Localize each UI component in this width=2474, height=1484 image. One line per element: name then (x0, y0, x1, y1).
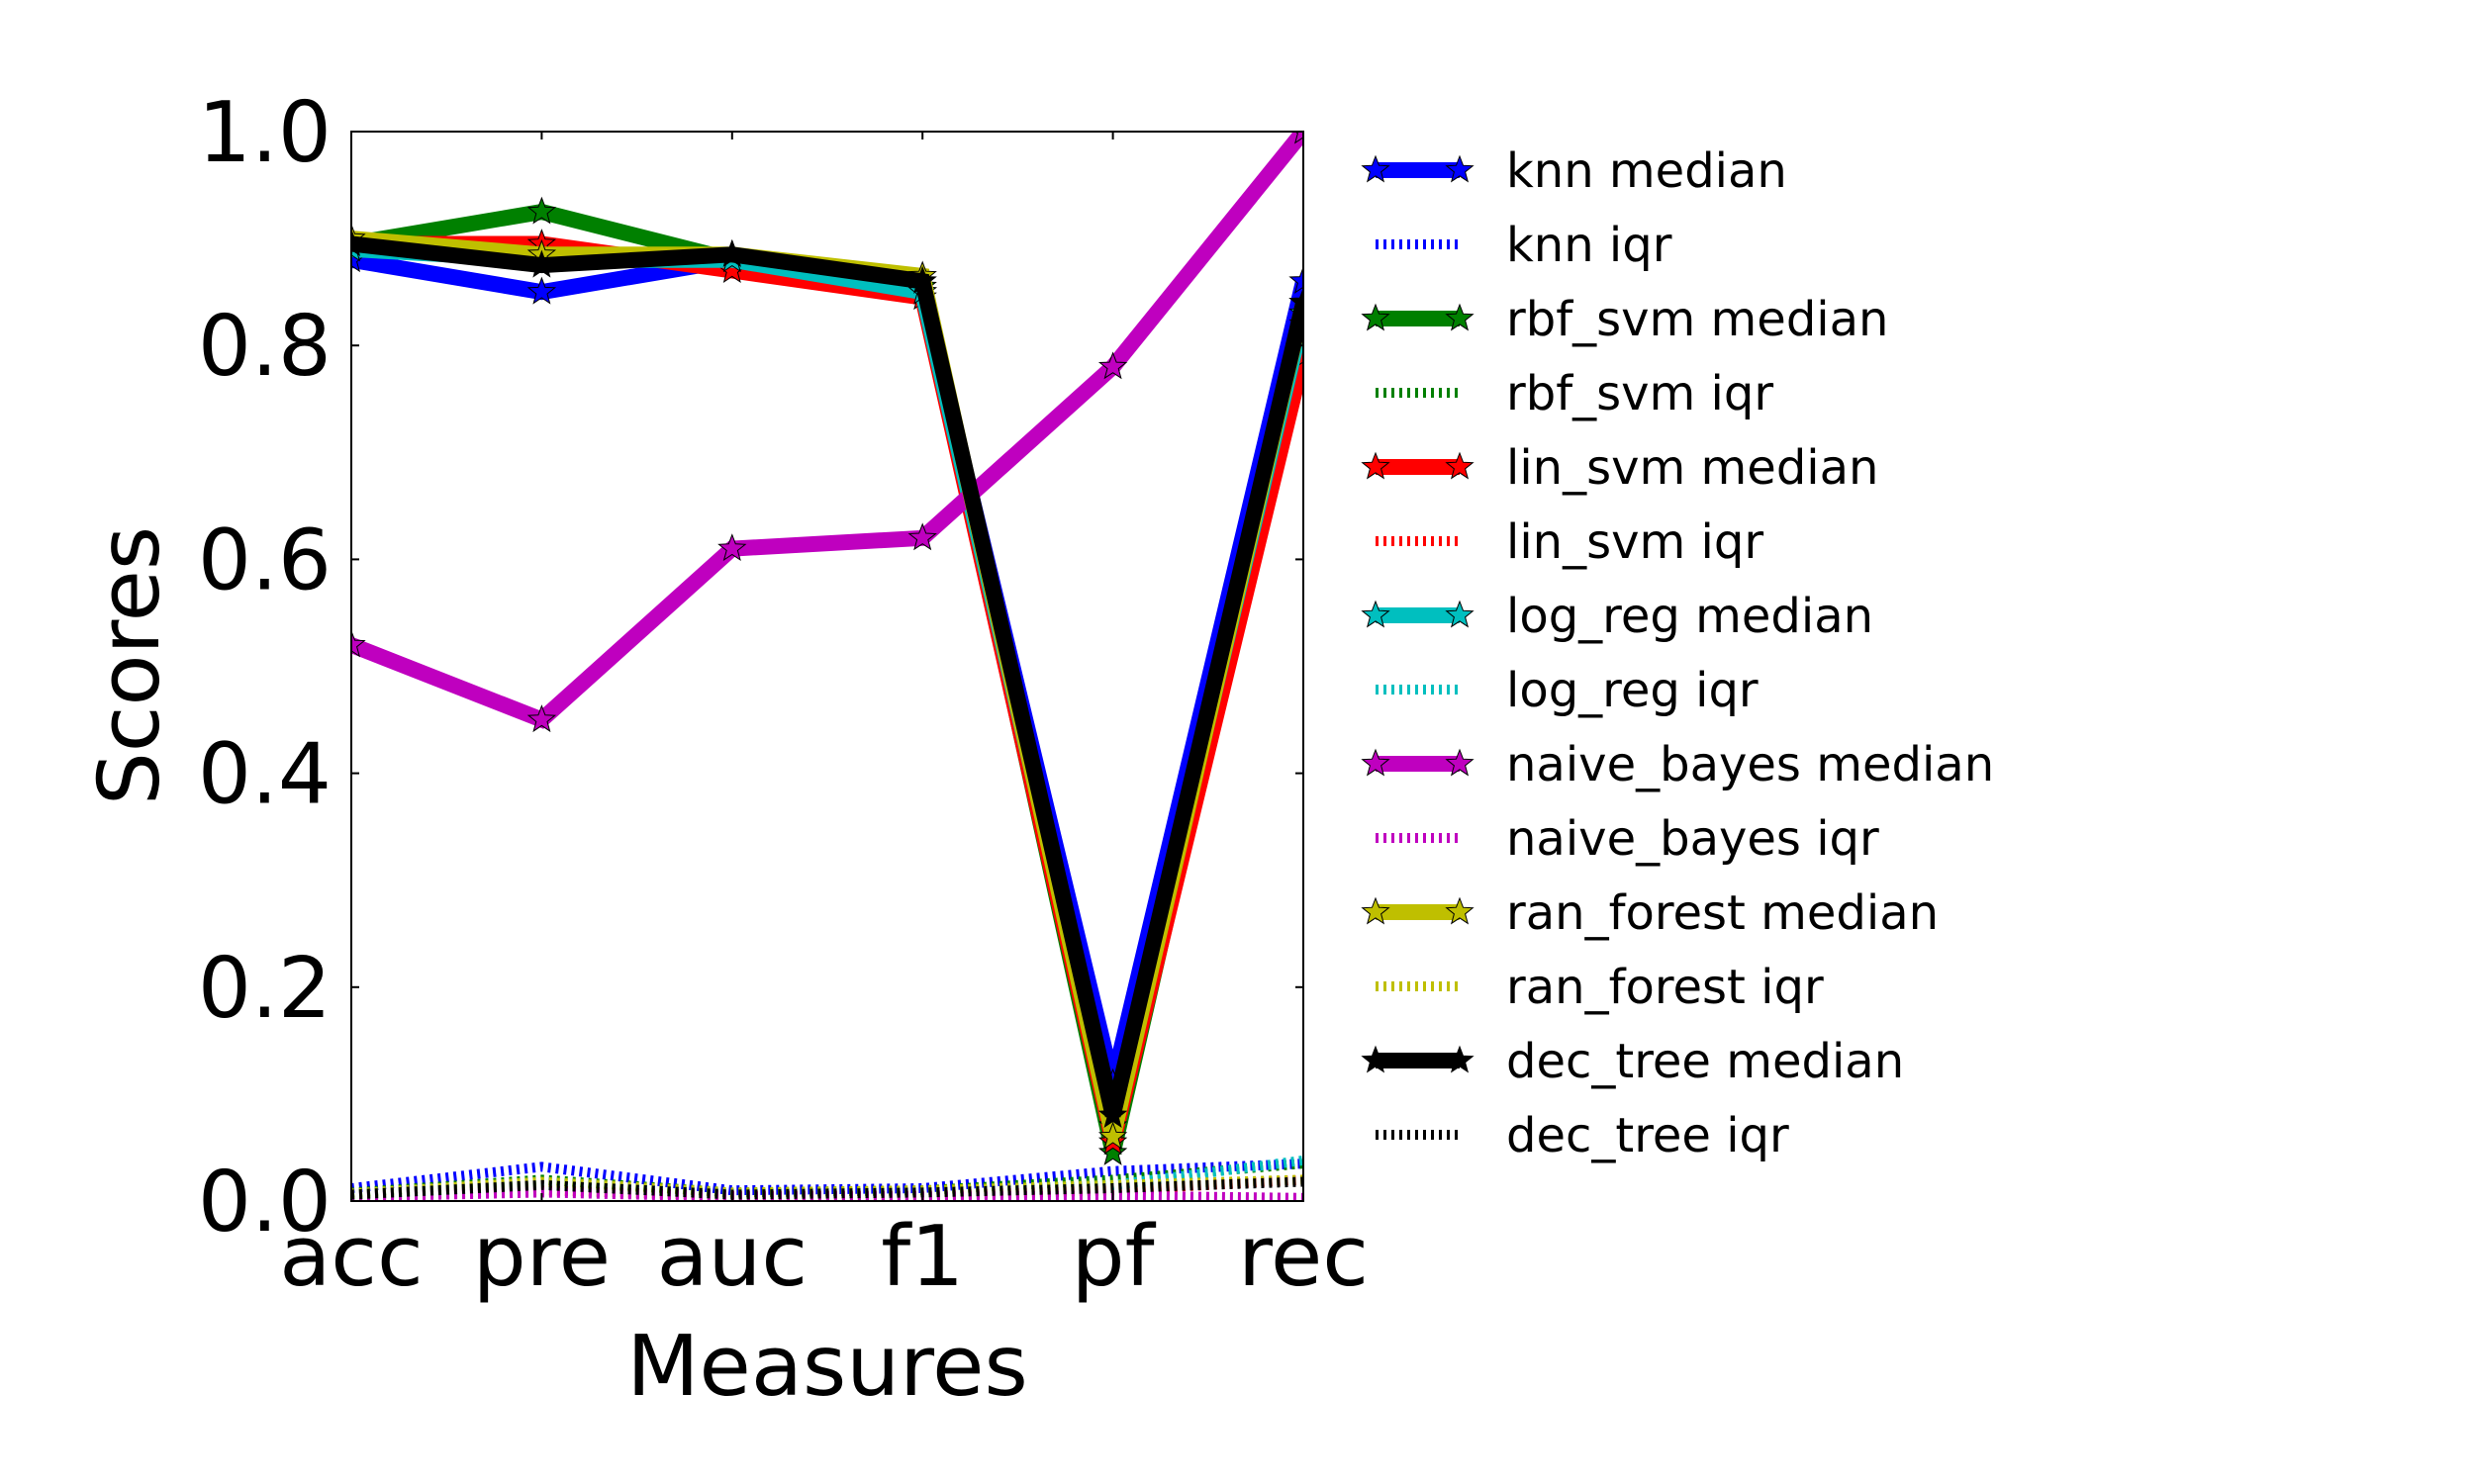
x-tick-label: auc (656, 1208, 808, 1306)
series-line-knn-iqr (351, 1159, 1303, 1196)
plot-frame (350, 131, 1304, 1202)
legend-label: naive_bayes iqr (1506, 811, 1879, 867)
legend-label: log_reg iqr (1506, 663, 1759, 718)
legend-marker (1361, 451, 1390, 480)
y-tick-label: 0.4 (198, 726, 332, 824)
axis-ticks: acc pre auc f1 pf rec 0.0 0.2 0.4 0.6 0.8 1.0 (198, 84, 1369, 1306)
data-point-ran-forest-median-pf (1097, 1121, 1128, 1150)
data-point-rbf-svm-median-pre (526, 196, 557, 225)
legend-label: ran_forest median (1506, 885, 1939, 941)
data-point-naive-bayes-median-acc (351, 629, 366, 658)
legend-item-lin-svm-median: lin_svm median (1361, 440, 1878, 496)
series-knn-iqr (351, 1159, 1303, 1196)
data-point-dec-tree-median-acc (351, 229, 366, 256)
legend-label: log_reg median (1506, 589, 1873, 644)
x-axis-label: Measures (626, 1318, 1028, 1416)
data-point-dec-tree-median-pre (526, 249, 557, 278)
data-point-dec-tree-median-rec (1288, 287, 1303, 316)
data-point-naive-bayes-median-rec (1293, 132, 1303, 144)
data-point-knn-median-rec (1288, 265, 1303, 294)
legend-marker (1445, 1045, 1475, 1073)
legend-marker (1445, 600, 1475, 628)
legend-marker (1445, 748, 1475, 777)
data-point-knn-median-pre (526, 276, 557, 305)
legend-label: lin_svm median (1506, 440, 1878, 496)
legend-item-dec-tree-median: dec_tree median (1361, 1034, 1904, 1089)
legend-label: rbf_svm median (1506, 292, 1888, 347)
plot-area (351, 132, 1303, 1201)
legend-marker (1361, 748, 1390, 777)
legend-marker (1361, 303, 1390, 331)
legend-item-rbf-svm-iqr: rbf_svm iqr (1376, 366, 1773, 421)
y-tick-label: 0.2 (198, 940, 332, 1038)
legend-item-dec-tree-iqr: dec_tree iqr (1376, 1108, 1789, 1163)
series-dec-tree-median (351, 229, 1303, 1128)
legend-marker (1445, 451, 1475, 480)
legend-item-ran-forest-iqr: ran_forest iqr (1376, 960, 1824, 1015)
series-line-naive-bayes-median (351, 132, 1303, 729)
data-point-naive-bayes-median-f1 (907, 522, 937, 551)
y-tick-label: 0.8 (198, 298, 332, 396)
legend-item-knn-median: knn median (1361, 143, 1787, 199)
series-line-dec-tree-median (351, 235, 1303, 1118)
x-tick-label: f1 (881, 1208, 964, 1306)
series-line-ran-forest-median (351, 231, 1303, 1139)
legend-marker (1361, 1045, 1390, 1073)
series-line-rbf-svm-median (351, 203, 1303, 1156)
legend-marker (1361, 154, 1390, 183)
legend-marker (1445, 896, 1475, 925)
legend-item-rbf-svm-median: rbf_svm median (1361, 292, 1888, 347)
x-tick-label: pf (1072, 1208, 1157, 1306)
legend-label: rbf_svm iqr (1506, 366, 1773, 421)
legend-label: knn iqr (1506, 218, 1672, 273)
legend-marker (1361, 896, 1390, 925)
series-ran-forest-median (351, 223, 1303, 1150)
legend-label: dec_tree iqr (1506, 1108, 1789, 1163)
legend-label: lin_svm iqr (1506, 514, 1763, 570)
legend-item-log-reg-iqr: log_reg iqr (1376, 663, 1759, 718)
series-naive-bayes-median (351, 132, 1303, 733)
data-point-dec-tree-median-auc (717, 238, 747, 267)
y-axis-label: Scores (81, 526, 179, 805)
legend-label: naive_bayes median (1506, 737, 1994, 792)
series-line-log-reg-median (351, 240, 1303, 1129)
data-point-naive-bayes-median-auc (717, 533, 747, 562)
data-point-dec-tree-median-f1 (907, 265, 937, 294)
series-knn-median (351, 244, 1303, 1096)
legend-marker (1445, 154, 1475, 183)
legend: knn median knn iqr rbf_svm median rbf_svm i… (1361, 143, 1994, 1163)
data-point-dec-tree-median-pf (1097, 1100, 1128, 1128)
legend-label: dec_tree median (1506, 1034, 1904, 1089)
x-tick-label: rec (1238, 1208, 1369, 1306)
data-point-naive-bayes-median-pre (526, 704, 557, 733)
data-point-naive-bayes-median-pf (1097, 351, 1128, 380)
y-tick-label: 1.0 (198, 84, 332, 182)
legend-item-knn-iqr: knn iqr (1376, 218, 1672, 273)
legend-label: knn median (1506, 143, 1787, 199)
legend-label: ran_forest iqr (1506, 960, 1824, 1015)
y-tick-label: 0.6 (198, 511, 332, 609)
series-dec-tree-iqr (351, 1176, 1303, 1200)
series-line-dec-tree-iqr (351, 1176, 1303, 1200)
legend-marker (1445, 303, 1475, 331)
legend-item-naive-bayes-median: naive_bayes median (1361, 737, 1994, 792)
legend-item-ran-forest-median: ran_forest median (1361, 885, 1939, 941)
legend-item-log-reg-median: log_reg median (1361, 589, 1873, 644)
x-tick-label: acc (279, 1208, 424, 1306)
x-tick-label: pre (473, 1208, 611, 1306)
y-tick-label: 0.0 (198, 1154, 332, 1252)
legend-item-lin-svm-iqr: lin_svm iqr (1376, 514, 1763, 570)
data-point-rbf-svm-median-pf (1097, 1137, 1128, 1165)
legend-marker (1361, 600, 1390, 628)
legend-item-naive-bayes-iqr: naive_bayes iqr (1376, 811, 1879, 867)
series-log-reg-median (351, 233, 1303, 1139)
series-rbf-svm-median (351, 196, 1303, 1165)
